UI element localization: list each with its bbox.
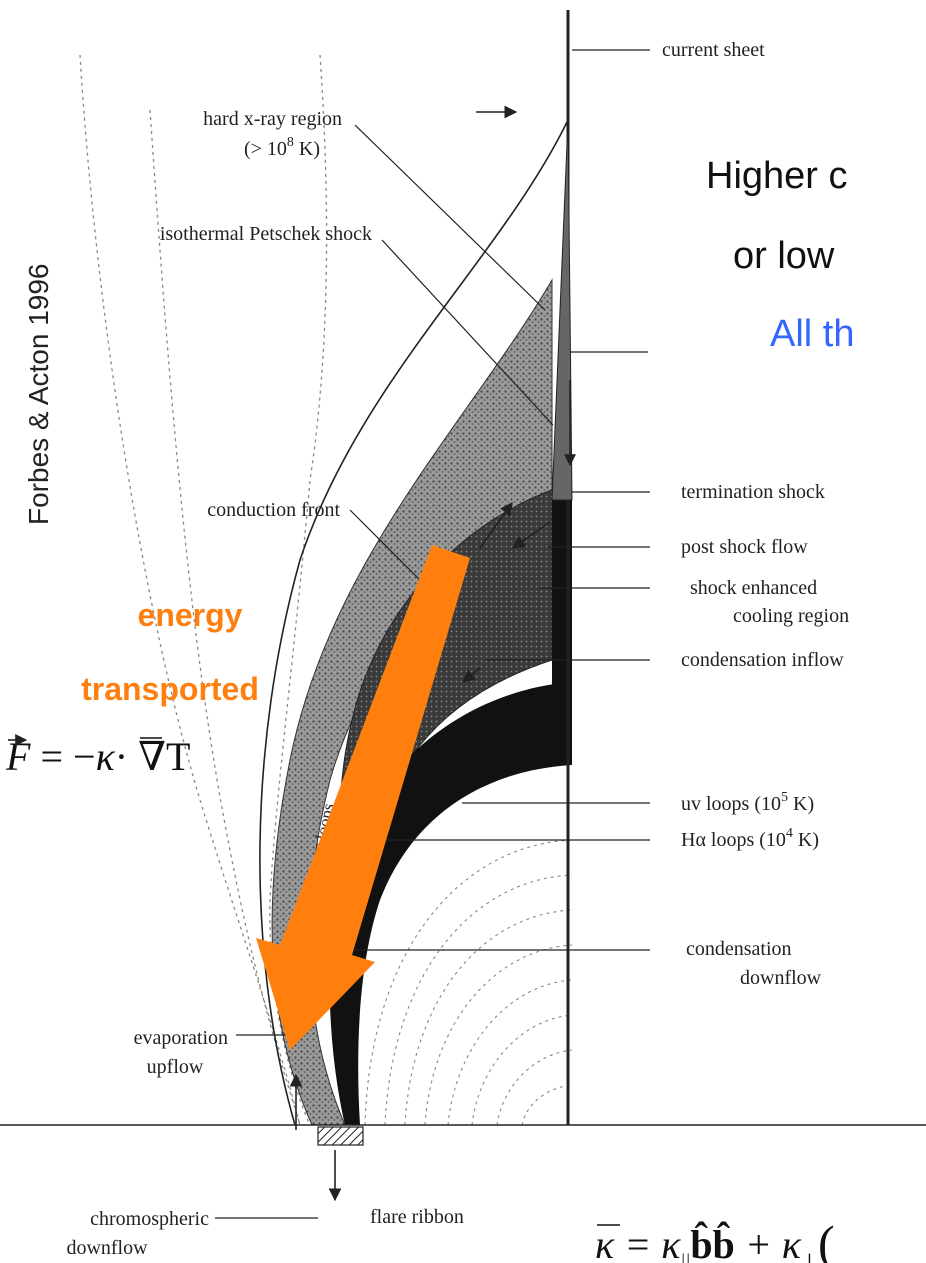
energy-label-1: energy — [138, 597, 243, 633]
inner-loop-lines — [364, 839, 573, 1126]
flux-equation-text: F = −κ· ∇T — [5, 734, 190, 779]
label-conduction-front: conduction front — [207, 499, 340, 521]
energy-arrow — [256, 545, 470, 1050]
hard-xray-temp-post: K) — [294, 138, 320, 160]
label-current-sheet: current sheet — [662, 39, 765, 61]
kappa-par-sub: || — [680, 1250, 690, 1263]
label-upflow: upflow — [147, 1056, 204, 1078]
label-cooling-region: cooling region — [733, 605, 849, 627]
uv-loops-post: K) — [788, 793, 814, 815]
uv-loops-exp: 5 — [781, 790, 788, 805]
kappa-eq: = κ — [614, 1222, 681, 1263]
hard-xray-temp-exp: 8 — [287, 135, 294, 150]
flow-arrows — [289, 105, 551, 1202]
slide-text-line3: All th — [770, 313, 854, 355]
label-halpha-loops: Hα loops (104 K) — [681, 826, 819, 851]
flux-eq: = − — [30, 734, 95, 779]
outer-field-lines — [79, 54, 328, 1126]
halpha-post: K) — [793, 829, 819, 851]
halpha-exp: 4 — [786, 826, 793, 841]
kappa-lhs: κ — [595, 1222, 615, 1263]
citation-text: Forbes & Acton 1996 — [23, 263, 54, 525]
halpha-pre: Hα loops (10 — [681, 829, 786, 851]
flux-rhs: · ∇T — [115, 734, 191, 779]
kappa-perp-sub: ⊥ — [801, 1250, 818, 1263]
energy-label-2: transported — [81, 671, 259, 707]
slide-text-line2: or low — [733, 235, 835, 277]
kappa-bb: b̂b̂ — [690, 1221, 735, 1263]
flare-ribbon-box — [317, 1126, 364, 1146]
label-termination-shock: termination shock — [681, 481, 825, 503]
label-petschek-shock: isothermal Petschek shock — [160, 223, 372, 245]
petschek-shock-wedge — [551, 119, 573, 501]
flux-equation: F = −κ· ∇T — [5, 734, 190, 779]
kappa-equation-text: κ = κ||b̂b̂ + κ⊥( — [595, 1215, 835, 1263]
kappa-paren: ( — [818, 1215, 835, 1263]
label-evaporation: evaporation — [134, 1027, 228, 1049]
kappa-plus: + κ — [735, 1222, 802, 1263]
label-chromospheric-downflow: downflow — [66, 1237, 148, 1259]
label-hard-xray: hard x-ray region — [203, 108, 342, 130]
kappa-equation: κ = κ||b̂b̂ + κ⊥( — [595, 1215, 835, 1263]
label-condensation-downflow: downflow — [740, 967, 822, 989]
label-chromospheric: chromospheric — [90, 1208, 209, 1230]
uv-loops-pre: uv loops (10 — [681, 793, 781, 815]
label-hard-xray-temp: (> 108 K) — [244, 135, 320, 160]
label-condensation-inflow: condensation inflow — [681, 649, 844, 671]
label-shock-enhanced: shock enhanced — [690, 577, 817, 599]
label-post-shock-flow: post shock flow — [681, 536, 808, 558]
flux-kappa: κ — [96, 734, 116, 779]
slide-text-line1: Higher c — [706, 155, 848, 197]
hard-xray-temp-pre: (> 10 — [244, 138, 287, 160]
label-flare-ribbon: flare ribbon — [370, 1206, 464, 1228]
label-condensation: condensation — [686, 938, 792, 960]
label-uv-loops: uv loops (105 K) — [681, 790, 814, 815]
